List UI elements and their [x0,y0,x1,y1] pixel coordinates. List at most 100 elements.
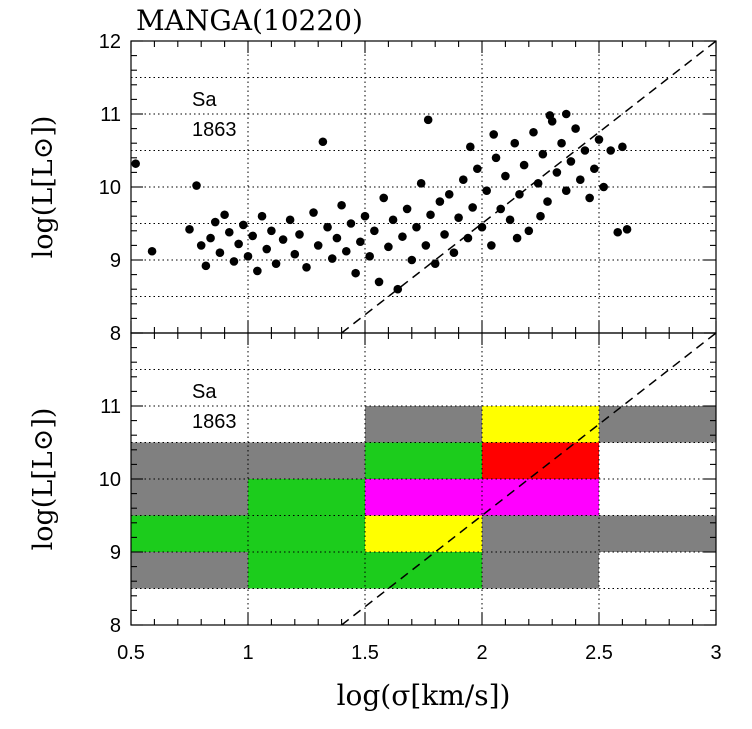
scatter-point [580,146,590,155]
morphology-label: Sa [192,89,217,111]
heatmap-cell [131,552,248,589]
scatter-point [253,266,262,276]
scatter-point [536,211,545,221]
scatter-point [302,263,311,272]
scatter-point [248,231,257,241]
y-tick-label: 10 [99,177,121,199]
bottom-panel: 8 9 10 11 Sa 1863 log(L[L⊙]) 0.5 1 1.5 2 2.5 3 log(σ[… [28,332,722,712]
scatter-point [618,142,627,152]
scatter-point [435,197,445,206]
scatter-point [243,252,253,261]
scatter-point [384,242,393,252]
heatmap-cell [482,552,599,589]
y-axis-label: log(L[L⊙]) [28,116,59,259]
scatter-point [458,175,468,184]
scatter-point [327,254,337,263]
heatmap-cell [482,479,599,516]
scatter-point [416,179,426,188]
top-gridlines [131,41,716,333]
x-tick-label: 3 [710,642,721,664]
scatter-point [185,225,194,234]
scatter-point [552,168,562,177]
scatter-point [477,222,487,232]
heatmap-cell [482,442,599,479]
scatter-point [566,157,576,166]
scatter-point [510,138,520,148]
top-panel: 8 9 10 11 12 Sa 1863 log(L[L⊙]) [28,31,717,345]
bottom-plot-area [131,333,716,625]
x-tick-label: 1 [242,642,253,664]
heatmap-cell [131,442,248,479]
y-tick-label: 8 [110,323,121,345]
scatter-point [318,137,328,147]
scatter-point [290,249,300,259]
y-tick-label: 10 [99,469,121,491]
scatter-point [538,149,548,159]
scatter-point [571,124,580,133]
heatmap-cell [248,479,365,516]
scatter-point [590,164,599,174]
scatter-point [206,233,215,243]
top-plot-area [131,41,716,333]
morphology-label: Sa [192,381,217,403]
heatmap-cell [365,406,482,443]
galaxy-count-label: 1863 [192,411,237,433]
scatter-point [402,204,412,214]
scatter-point [519,160,529,170]
scatter-point [267,226,276,236]
scatter-point [388,215,398,225]
scatter-point [201,261,211,271]
scatter-point [482,186,491,195]
scatter-point [412,222,421,232]
scatter-point [365,252,374,261]
scatter-point [505,215,515,225]
reference-line [341,333,716,625]
scatter-point [449,248,459,257]
x-tick-label: 0.5 [117,642,145,664]
scatter-point [430,259,440,268]
scatter-point [229,257,239,266]
scatter-point [463,233,473,243]
scatter-point [257,211,267,221]
scatter-point [487,241,496,250]
y-tick-label: 11 [100,104,121,126]
scatter-point [421,241,431,250]
scatter-point [524,226,534,236]
scatter-point [234,239,243,249]
heatmap-cell [365,515,482,552]
scatter-point [440,230,449,239]
scatter-point [594,135,604,144]
scatter-point [606,146,615,155]
x-axis-label: log(σ[km/s]) [337,679,511,712]
scatter-point [585,193,594,203]
scatter-point [332,233,342,243]
scatter-point [398,232,407,241]
scatter-point [444,190,454,199]
scatter-point [309,208,318,217]
reference-line [341,41,716,333]
scatter-point [622,225,632,234]
chart-title: MANGA(10220) [136,4,363,37]
scatter-point [473,164,482,174]
galaxy-count-label: 1863 [192,119,237,141]
scatter-point [313,241,323,250]
scatter-point [545,111,555,120]
scatter-point [192,181,201,190]
scatter-point [489,130,499,139]
scatter-point [131,159,140,168]
heatmap-cell [131,515,248,552]
y-tick-label: 11 [100,396,121,418]
scatter-point [224,227,234,237]
heatmap-cell [482,406,599,443]
scatter-point [196,241,206,250]
scatter-point [215,248,225,257]
heatmap-cell [482,515,599,552]
scatter-point [147,246,157,256]
heatmap-cell [599,406,716,443]
scatter-point [466,142,475,152]
scatter-point [423,115,433,125]
scatter-point [599,182,608,192]
y-tick-label: 9 [110,250,121,272]
heatmap-cell [599,515,716,552]
